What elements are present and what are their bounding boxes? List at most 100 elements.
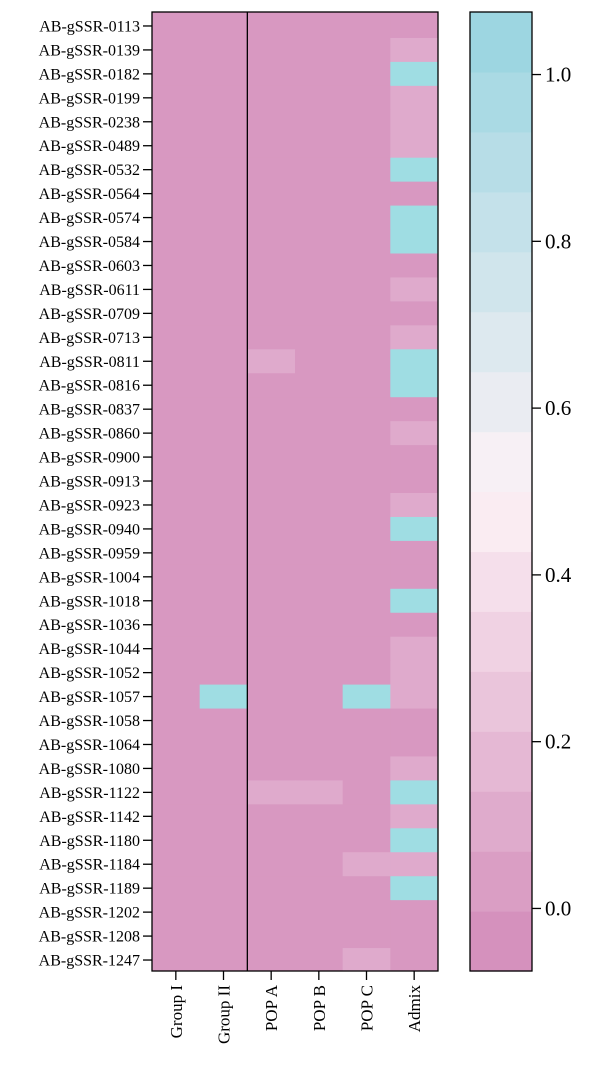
heatmap-cell	[390, 828, 438, 853]
row-label: AB-gSSR-0574	[39, 210, 140, 227]
heatmap-cell	[199, 349, 248, 374]
heatmap-cell	[247, 756, 296, 781]
row-label: AB-gSSR-0959	[39, 545, 140, 562]
heatmap-cell	[199, 421, 248, 446]
heatmap-cell	[152, 732, 201, 758]
row-label: AB-gSSR-0199	[39, 90, 140, 107]
heatmap-cell	[295, 636, 344, 662]
heatmap-cell	[295, 421, 344, 446]
heatmap-cell	[342, 756, 391, 781]
heatmap-cell	[199, 109, 248, 135]
heatmap-cell	[390, 277, 438, 302]
row-label: AB-gSSR-0913	[39, 474, 140, 491]
heatmap-cell	[247, 301, 296, 326]
heatmap-cell	[199, 780, 248, 805]
heatmap-cell	[295, 205, 344, 231]
heatmap-cell	[342, 516, 391, 542]
heatmap-cell	[247, 588, 296, 614]
heatmap-cell	[295, 37, 344, 63]
heatmap-cell	[199, 397, 248, 422]
heatmap-cell	[247, 636, 296, 662]
heatmap-cell	[247, 373, 296, 398]
colorbar-band	[470, 611, 532, 672]
heatmap-cell	[199, 157, 248, 183]
heatmap-cell	[342, 684, 391, 710]
heatmap-cell	[152, 780, 201, 805]
colorbar-tick-label: 0.4	[545, 563, 572, 587]
heatmap-cell	[295, 900, 344, 925]
heatmap-cell	[247, 493, 296, 518]
colorbar-band	[470, 251, 532, 313]
heatmap-cell	[247, 780, 296, 805]
row-label: AB-gSSR-0860	[39, 426, 140, 443]
heatmap-cell	[152, 109, 201, 135]
heatmap-cell	[390, 900, 438, 925]
heatmap-cell	[295, 469, 344, 494]
colorbar-band	[470, 371, 532, 433]
heatmap-cell	[247, 876, 296, 901]
heatmap-cell	[152, 61, 201, 87]
row-label: AB-gSSR-0564	[39, 186, 140, 203]
heatmap-cell	[390, 157, 438, 183]
heatmap-cell	[295, 373, 344, 398]
heatmap-cell	[295, 277, 344, 302]
heatmap-cell	[390, 493, 438, 518]
heatmap-cell	[152, 133, 201, 159]
heatmap-cell	[390, 349, 438, 374]
heatmap-cell	[199, 469, 248, 494]
heatmap-cell	[342, 493, 391, 518]
heatmap-cell	[247, 660, 296, 686]
row-label: AB-gSSR-1142	[39, 809, 140, 826]
heatmap-cell	[152, 229, 201, 255]
heatmap-cell	[199, 325, 248, 350]
heatmap-cell	[247, 516, 296, 542]
heatmap-cell	[152, 636, 201, 662]
heatmap-cell	[390, 37, 438, 63]
row-label: AB-gSSR-0489	[39, 138, 140, 155]
heatmap-cell	[247, 564, 296, 590]
heatmap-cell	[152, 277, 201, 302]
heatmap-cell	[390, 325, 438, 350]
heatmap-cell	[247, 804, 296, 829]
heatmap-cell	[199, 684, 248, 710]
heatmap-cell	[295, 660, 344, 686]
column-label: POP C	[358, 985, 377, 1031]
heatmap-cell	[342, 253, 391, 279]
colorbar-band	[470, 191, 532, 253]
colorbar-band	[470, 791, 532, 852]
row-axis: AB-gSSR-0113 AB-gSSR-0139 AB-gSSR-0182 AB-g…	[39, 18, 152, 970]
row-label: AB-gSSR-1184	[39, 857, 140, 874]
colorbar-band	[470, 671, 532, 732]
heatmap-cell	[295, 564, 344, 590]
heatmap-cell	[342, 12, 391, 39]
heatmap-cell	[199, 205, 248, 231]
heatmap-cell	[295, 109, 344, 135]
heatmap-cell	[152, 876, 201, 901]
heatmap-cell	[247, 397, 296, 422]
heatmap-cell	[295, 229, 344, 255]
heatmap-cell	[295, 588, 344, 614]
heatmap-cell	[199, 564, 248, 590]
heatmap-cell	[295, 684, 344, 710]
row-label: AB-gSSR-1202	[39, 905, 140, 922]
heatmap-cell	[390, 780, 438, 805]
heatmap-cell	[295, 924, 344, 949]
heatmap-cell	[247, 540, 296, 566]
heatmap-cell	[247, 325, 296, 350]
heatmap-cell	[247, 948, 296, 971]
heatmap-cell	[152, 157, 201, 183]
colorbar-tick-label: 0.8	[545, 229, 571, 253]
row-label: AB-gSSR-1004	[39, 569, 140, 586]
heatmap-cell	[152, 516, 201, 542]
heatmap-cell	[247, 852, 296, 877]
heatmap-cell	[342, 732, 391, 758]
heatmap-cell	[247, 277, 296, 302]
heatmap-cell	[342, 564, 391, 590]
colorbar-axis: 0.0 0.2 0.4 0.6 0.8 1.0	[532, 63, 572, 920]
heatmap-cell	[342, 948, 391, 971]
heatmap-cell	[152, 397, 201, 422]
heatmap-cell	[390, 924, 438, 949]
heatmap-cell	[199, 852, 248, 877]
heatmap-cell	[295, 948, 344, 971]
heatmap-cell	[295, 301, 344, 326]
